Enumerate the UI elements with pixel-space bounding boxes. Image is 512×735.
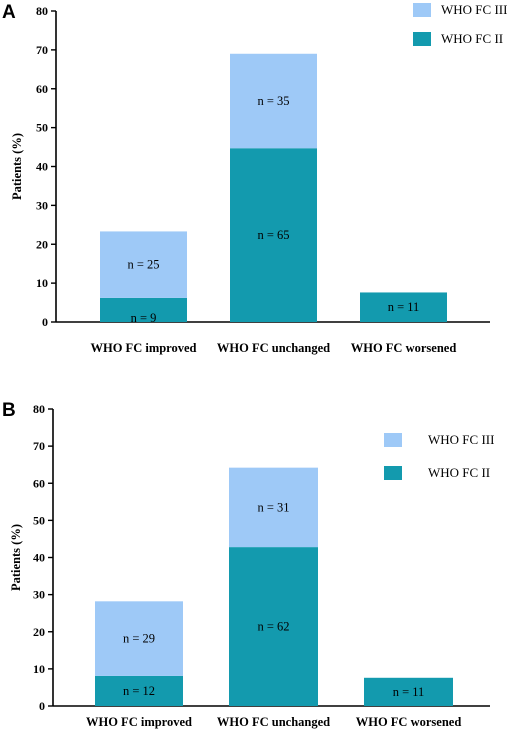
y-tick-label: 70: [36, 43, 48, 57]
bar-who-fc-ii: [230, 148, 317, 322]
y-tick-label: 70: [33, 439, 45, 453]
y-tick-label: 0: [39, 699, 45, 713]
y-tick-label: 40: [33, 551, 45, 565]
y-axis-label: Patients (%): [9, 524, 23, 591]
legend-label: WHO FC III: [428, 432, 494, 447]
bar-data-label: n = 35: [257, 94, 289, 108]
y-tick-label: 20: [36, 237, 48, 251]
y-tick-label: 80: [36, 4, 48, 18]
bar-who-fc-ii: [364, 677, 453, 706]
chart-panel-b: B 0 10 20 30 40 50 60 70 80 Patients (%) WHO FC imp…: [2, 400, 494, 729]
y-tick-label: 30: [36, 198, 48, 212]
legend-swatch: [413, 3, 431, 17]
bar-who-fc-ii: [100, 297, 187, 322]
bar-data-label: n = 31: [257, 500, 289, 514]
legend-swatch: [384, 433, 402, 447]
legend-label: WHO FC II: [441, 31, 503, 46]
bar-data-label: n = 11: [393, 685, 425, 699]
bar-who-fc-iii: [230, 53, 317, 149]
bar-data-label: n = 9: [131, 311, 157, 325]
x-category-label: WHO FC worsened: [356, 715, 462, 729]
y-tick-label: 50: [36, 121, 48, 135]
y-tick-label: 10: [36, 276, 48, 290]
bar-who-fc-ii: [95, 675, 183, 706]
y-tick-label: 40: [36, 160, 48, 174]
legend-label: WHO FC III: [441, 2, 507, 17]
y-tick-label: 60: [33, 476, 45, 490]
y-axis-label: Patients (%): [10, 133, 24, 200]
y-tick-label: 80: [33, 402, 45, 416]
bar-data-label: n = 29: [123, 632, 155, 646]
legend-swatch: [413, 32, 431, 46]
bar-data-label: n = 12: [123, 684, 155, 698]
y-tick-label: 30: [33, 588, 45, 602]
x-category-label: WHO FC unchanged: [217, 715, 330, 729]
y-tick-label: 50: [33, 513, 45, 527]
bar-who-fc-iii: [100, 231, 187, 298]
y-tick-label: 10: [33, 662, 45, 676]
bar-who-fc-iii: [95, 601, 183, 676]
panel-letter: A: [2, 2, 16, 23]
panel-letter: B: [2, 400, 16, 421]
y-tick-label: 60: [36, 82, 48, 96]
bar-data-label: n = 62: [257, 620, 289, 634]
x-category-label: WHO FC improved: [86, 715, 192, 729]
bar-who-fc-ii: [229, 547, 318, 706]
legend-label: WHO FC II: [428, 465, 490, 480]
bar-data-label: n = 11: [388, 300, 420, 314]
legend-swatch: [384, 466, 402, 480]
bar-data-label: n = 65: [257, 228, 289, 242]
bar-who-fc-iii: [229, 467, 318, 548]
chart-panel-a: A 0 10 20 30 40 50 60 70 80 Patients (%) WHO FC imp…: [2, 2, 507, 355]
x-category-label: WHO FC improved: [90, 341, 196, 355]
x-category-label: WHO FC worsened: [351, 341, 457, 355]
x-category-label: WHO FC unchanged: [217, 341, 330, 355]
bar-who-fc-ii: [360, 292, 447, 322]
y-tick-label: 20: [33, 625, 45, 639]
y-tick-label: 0: [42, 315, 48, 329]
bar-data-label: n = 25: [127, 258, 159, 272]
